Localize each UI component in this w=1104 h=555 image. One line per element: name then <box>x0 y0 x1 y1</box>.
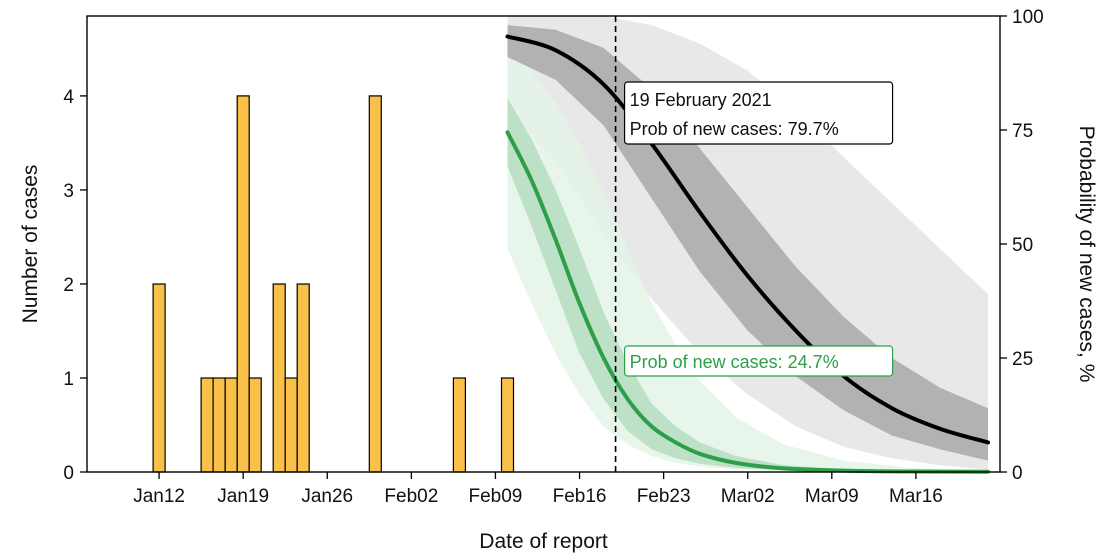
case-bar <box>152 283 166 473</box>
annotation-date: 19 February 2021 <box>630 90 772 110</box>
x-tick-label: Feb02 <box>384 486 438 507</box>
y-right-tick-label: 25 <box>1012 349 1033 370</box>
annotation-green-prob: Prob of new cases: 24.7% <box>630 352 839 372</box>
x-tick-label: Mar16 <box>889 486 943 507</box>
case-bar <box>200 377 214 473</box>
case-bar <box>212 377 226 473</box>
case-bar <box>248 377 262 473</box>
x-tick-label: Jan26 <box>301 486 353 507</box>
x-tick-label: Mar09 <box>805 486 859 507</box>
y-axis-left-title: Number of cases <box>19 165 42 324</box>
y-left-tick-label: 3 <box>63 181 74 202</box>
case-bars <box>152 95 515 473</box>
y-right-tick-label: 0 <box>1012 463 1023 484</box>
case-bar <box>452 377 466 473</box>
x-tick-label: Feb09 <box>469 486 523 507</box>
x-tick-label: Jan19 <box>217 486 269 507</box>
case-bar <box>368 95 382 473</box>
y-left-tick-label: 1 <box>63 369 74 390</box>
case-bar <box>272 283 286 473</box>
annotation-black-prob: Prob of new cases: 79.7% <box>630 119 839 139</box>
x-tick-label: Mar02 <box>721 486 775 507</box>
series-line-1 <box>505 130 990 474</box>
case-bar <box>224 377 238 473</box>
y-right-tick-label: 50 <box>1012 235 1033 256</box>
annotation-box-green <box>623 345 894 377</box>
case-bar <box>236 95 250 473</box>
annotation-box-black <box>623 81 894 145</box>
y-right-tick-label: 75 <box>1012 121 1033 142</box>
probability-lines <box>505 34 990 474</box>
x-axis-title: Date of report <box>479 530 608 553</box>
y-axis-right-title: Probability of new cases, % <box>1075 126 1098 383</box>
series-line-0 <box>505 34 990 445</box>
y-left-tick-label: 4 <box>63 87 74 108</box>
case-bar <box>296 283 310 473</box>
case-bar <box>500 377 515 473</box>
annotations: 19 February 2021 Prob of new cases: 79.7… <box>623 81 894 377</box>
x-tick-label: Feb23 <box>637 486 691 507</box>
y-right-tick-label: 100 <box>1012 7 1044 28</box>
x-tick-label: Jan12 <box>133 486 185 507</box>
x-tick-label: Feb16 <box>553 486 607 507</box>
axis-ticks: Jan12 Jan19 Jan26 Feb02 Feb09 Feb16 Feb23 Mar02… <box>63 7 1043 507</box>
band-inner-series-1 <box>507 98 988 472</box>
y-left-tick-label: 0 <box>63 463 74 484</box>
y-left-tick-label: 2 <box>63 275 74 296</box>
case-bar <box>284 377 298 473</box>
